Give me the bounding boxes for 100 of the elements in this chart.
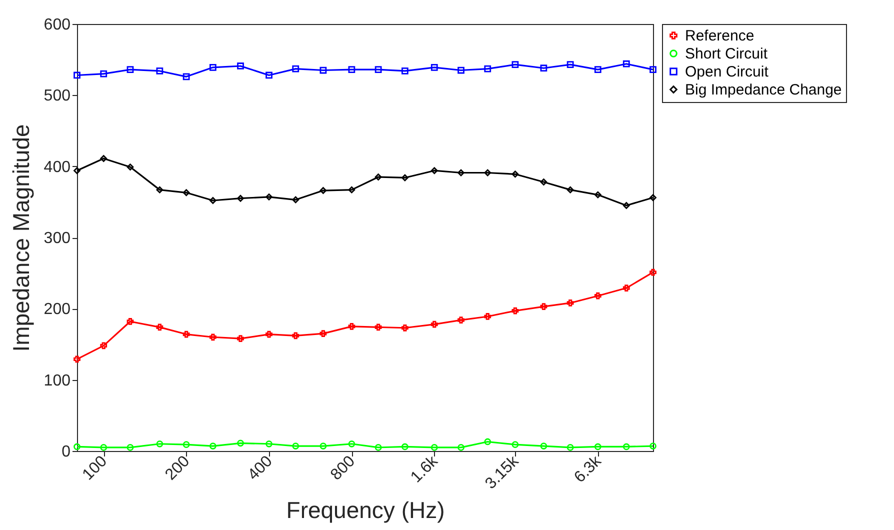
point xyxy=(430,64,438,71)
x-axis-title: Frequency (Hz) xyxy=(286,496,445,523)
y-tick-label: 300 xyxy=(44,230,71,247)
point xyxy=(126,164,134,170)
point xyxy=(266,440,272,448)
point xyxy=(266,193,272,200)
point xyxy=(182,441,190,448)
point xyxy=(266,72,272,79)
y-tick-label: 500 xyxy=(44,88,71,105)
y-tick-label: 200 xyxy=(44,301,71,318)
point xyxy=(512,61,519,68)
point xyxy=(430,320,438,328)
point xyxy=(320,330,327,338)
point xyxy=(650,66,656,73)
point xyxy=(156,186,164,194)
point xyxy=(594,191,602,198)
point xyxy=(348,323,356,330)
point xyxy=(292,65,300,72)
point xyxy=(320,442,327,450)
point xyxy=(237,62,244,70)
point xyxy=(74,167,80,174)
point xyxy=(209,197,216,204)
legend-label: Short Circuit xyxy=(685,46,768,62)
point xyxy=(156,324,164,331)
legend-label: Big Impedance Change xyxy=(685,82,842,98)
point xyxy=(512,170,519,178)
point xyxy=(540,178,548,186)
point xyxy=(156,68,164,74)
legend-label: Reference xyxy=(685,28,754,44)
point xyxy=(320,66,327,74)
point xyxy=(126,444,134,451)
point xyxy=(74,356,80,363)
point xyxy=(540,442,548,450)
point xyxy=(401,174,408,182)
point xyxy=(237,335,244,342)
point xyxy=(320,187,327,194)
point xyxy=(209,442,216,450)
point xyxy=(182,73,190,80)
y-tick-label: 0 xyxy=(62,444,71,460)
point xyxy=(292,332,300,340)
x-tick-label: 400 xyxy=(244,452,276,484)
y-tick-label: 100 xyxy=(44,372,71,390)
point xyxy=(622,284,630,292)
point xyxy=(566,186,574,194)
point xyxy=(374,444,382,451)
point xyxy=(292,442,300,450)
point xyxy=(100,342,108,350)
point xyxy=(540,303,548,310)
point xyxy=(74,72,80,79)
point xyxy=(401,68,408,74)
point xyxy=(374,66,382,73)
point xyxy=(622,60,630,68)
point xyxy=(540,64,548,72)
y-tick-label: 400 xyxy=(44,158,71,176)
point xyxy=(401,443,408,450)
point xyxy=(237,194,244,202)
point xyxy=(100,444,108,451)
point xyxy=(458,169,464,176)
point xyxy=(594,66,602,73)
legend-label: Open Circuit xyxy=(685,64,770,80)
point xyxy=(209,64,216,71)
point xyxy=(266,330,272,338)
x-tick-label: 800 xyxy=(328,452,359,484)
point xyxy=(348,186,356,194)
point xyxy=(512,441,519,448)
point xyxy=(484,438,492,446)
point xyxy=(484,169,492,176)
point xyxy=(209,334,216,341)
point xyxy=(374,324,382,331)
point xyxy=(126,318,134,325)
point xyxy=(374,174,382,180)
point xyxy=(126,66,134,73)
x-tick-label: 1.6k xyxy=(408,452,442,486)
point xyxy=(512,307,519,314)
point xyxy=(348,440,356,448)
point xyxy=(650,268,656,276)
point xyxy=(182,330,190,338)
point xyxy=(458,66,464,74)
point xyxy=(566,61,574,68)
point xyxy=(458,316,464,324)
point xyxy=(484,313,492,320)
point xyxy=(566,300,574,306)
point xyxy=(182,189,190,196)
point xyxy=(594,292,602,300)
point xyxy=(156,440,164,448)
point xyxy=(622,202,630,209)
point xyxy=(566,444,574,451)
point xyxy=(484,65,492,72)
y-axis-title: Impedance Magnitude xyxy=(8,124,34,352)
point xyxy=(622,443,630,450)
x-tick-label: 200 xyxy=(162,452,194,484)
point xyxy=(237,440,244,447)
point xyxy=(100,70,108,78)
point xyxy=(430,167,438,174)
y-tick-label: 600 xyxy=(44,16,71,34)
point xyxy=(458,444,464,451)
point xyxy=(292,196,300,204)
point xyxy=(650,194,656,202)
point xyxy=(401,324,408,332)
x-tick-label: 100 xyxy=(80,452,111,484)
